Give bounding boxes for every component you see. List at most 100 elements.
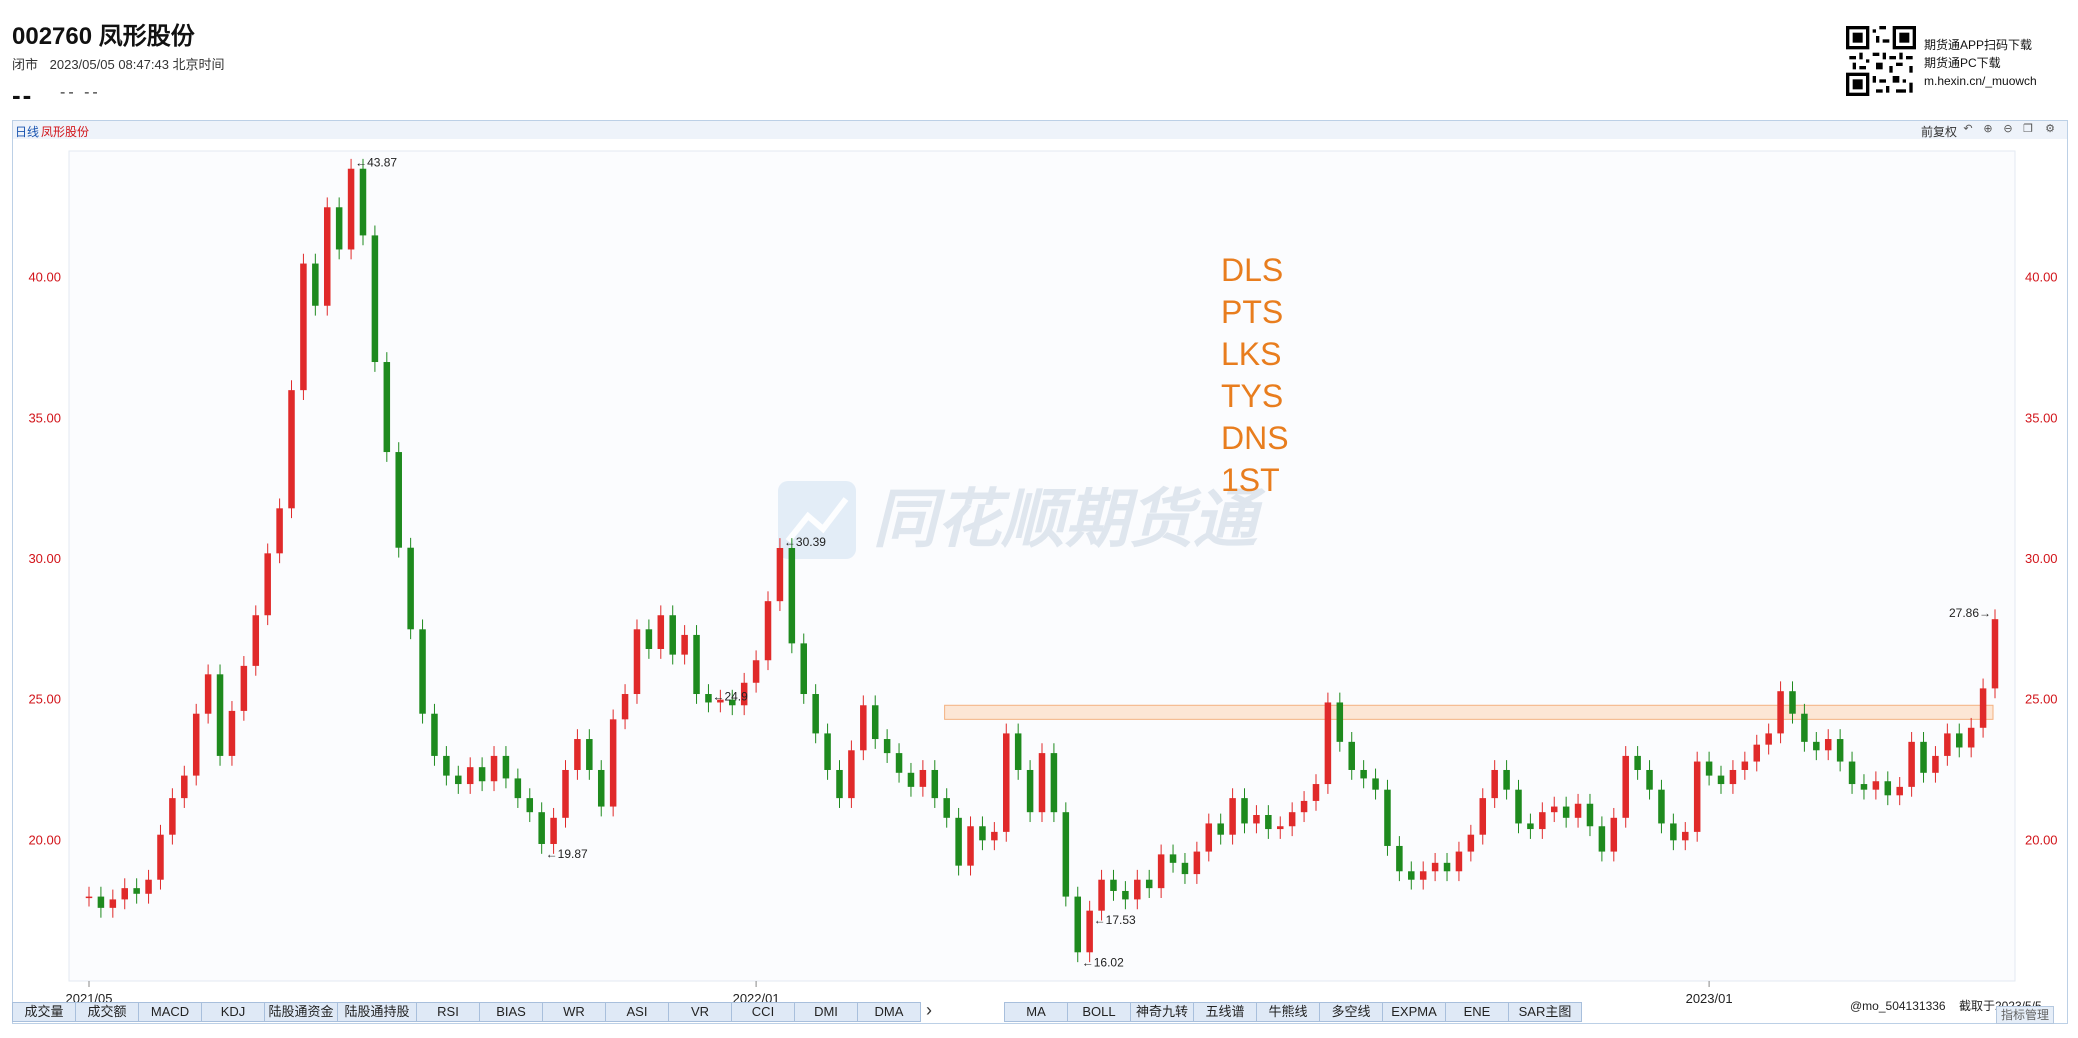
candle-body [538,812,545,844]
y-tick-label-right: 40.00 [2025,270,2058,285]
indicator-tab[interactable]: KDJ [201,1002,264,1022]
indicator-tab[interactable]: 多空线 [1319,1002,1382,1022]
price-plot[interactable]: 20.00 20.00 25.00 25.00 30.00 30.00 35.00 35.00… [13,121,2067,1023]
candle-body [1920,741,1927,773]
indicator-tab[interactable]: MA [1004,1002,1067,1022]
candle-body [1098,879,1105,911]
candle-body [1777,691,1784,734]
candle-body [1670,823,1677,841]
candle-body [919,769,927,787]
settings-icon[interactable]: ⚙ [2045,123,2055,135]
candle-body [97,896,105,908]
candle-body [359,168,367,236]
y-tick-label-right: 20.00 [2025,832,2058,847]
candle-body [1527,823,1534,830]
candle-body [1003,733,1010,832]
indicator-tab[interactable]: WR [542,1002,605,1022]
indicator-tab[interactable]: CCI [731,1002,794,1022]
candle-body [1824,739,1832,751]
candle-body [800,643,808,695]
candle-body [431,713,438,756]
undo-icon[interactable]: ↶ [1963,123,1973,135]
indicator-tab[interactable]: 神奇九转 [1130,1002,1193,1022]
candle-body [1586,803,1594,827]
indicator-tab[interactable]: 成交额 [75,1002,138,1022]
extreme-price-label: ←17.53 [1094,913,1136,927]
annotation-text: LKS [1221,336,1281,372]
window-icon[interactable]: ❐ [2023,123,2033,135]
period-label[interactable]: 日线 [15,125,40,139]
candle-body [1491,769,1498,799]
candle-body [347,168,355,250]
indicator-tab[interactable]: ASI [605,1002,668,1022]
candle-body [1717,775,1725,785]
candle-body [455,775,462,785]
candle-body [1872,781,1880,790]
promo-app[interactable]: 期货通APP扫码下载 [1924,38,2033,52]
indicator-tab[interactable]: RSI [416,1002,479,1022]
y-tick-label-left: 20.00 [28,832,61,847]
indicator-tab[interactable]: ENE [1445,1002,1508,1022]
market-state: 闭市 [12,57,39,72]
candle-body [1944,733,1951,756]
indicator-manage-button[interactable]: 指标管理 [1996,1006,2055,1024]
indicator-tab[interactable]: 陆股通持股 [337,1002,416,1022]
indicator-tab[interactable]: 成交量 [12,1002,75,1022]
candle-body [407,547,414,630]
indicator-tab[interactable]: BOLL [1067,1002,1130,1022]
candle-body [1062,812,1070,897]
adjust-selector[interactable]: 前复权 [1920,125,1957,139]
candle-body [752,660,760,683]
indicator-tab[interactable]: EXPMA [1382,1002,1445,1022]
candle-body [1372,778,1379,790]
candle-body [669,615,676,655]
candle-body [860,705,867,751]
candle-body [693,634,700,695]
quote-datetime: 2023/05/05 08:47:43 北京时间 [49,57,225,72]
candle-body [1288,812,1296,827]
kline-chart-panel[interactable]: 日线 凤形股份 前复权 ↶ ⊕ ⊖ ❐ ⚙ 20.00 20.00 25.00 25.… [12,120,2068,1024]
promo-pc[interactable]: 期货通PC下载 [1924,56,2001,70]
indicator-tab[interactable]: SAR主图 [1508,1002,1582,1022]
indicator-tab[interactable]: 陆股通资金 [264,1002,337,1022]
candle-body [240,665,248,711]
candle-body [121,888,128,900]
indicator-tab[interactable]: BIAS [479,1002,542,1022]
extreme-price-label: 27.86→ [1949,606,1991,620]
extreme-price-label: ←30.39 [784,535,826,549]
candle-body [1300,800,1308,813]
indicator-tab[interactable]: 五线谱 [1193,1002,1256,1022]
y-tick-label-right: 30.00 [2025,551,2058,566]
candle-body [1014,733,1022,770]
zoom-out-icon[interactable]: ⊖ [2003,123,2013,135]
candle-body [1646,769,1653,790]
candle-body [1396,845,1403,872]
candle-body [1979,688,1987,728]
candle-body [1169,854,1177,863]
indicator-tab[interactable]: 牛熊线 [1256,1002,1319,1022]
indicator-tabs-left: 成交量 成交额 MACD KDJ 陆股通资金 陆股通持股 RSI BIAS WR ASI VR CCI… [12,1002,921,1022]
promo-url[interactable]: m.hexin.cn/_muowch [1924,74,2037,88]
indicator-tab[interactable]: MACD [138,1002,201,1022]
candle-body [264,553,271,616]
candle-body [502,755,510,779]
candle-body [478,767,486,782]
y-tick-label-left: 30.00 [28,551,61,566]
candle-body [1241,798,1248,824]
indicator-tab[interactable]: DMA [857,1002,921,1022]
indicator-tab[interactable]: VR [668,1002,731,1022]
candle-body [1789,691,1796,714]
candle-body [871,705,879,740]
candle-body [288,390,295,509]
candle-body [717,699,724,703]
candle-body [1181,862,1189,875]
zoom-in-icon[interactable]: ⊕ [1983,123,1993,135]
candle-body [1753,744,1761,762]
candle-body [895,753,903,773]
candle-body [216,674,224,756]
candle-body [1086,910,1093,953]
chevron-right-icon[interactable]: › [926,1000,932,1020]
candle-body [1253,815,1260,824]
indicator-tab[interactable]: DMI [794,1002,857,1022]
market-status: 闭市 2023/05/05 08:47:43 北京时间 [12,54,233,73]
